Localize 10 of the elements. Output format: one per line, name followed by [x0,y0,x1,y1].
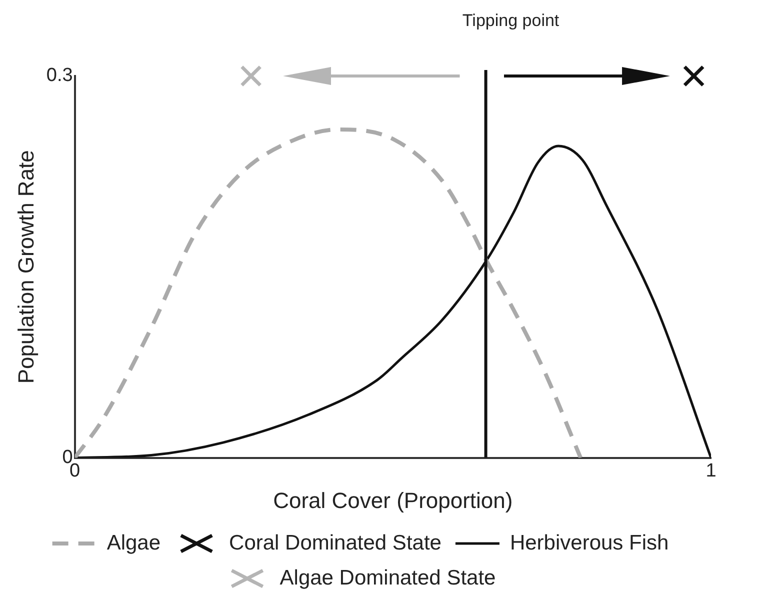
legend-label: Algae Dominated State [280,566,496,590]
x-tick-label: 1 [706,460,716,482]
legend-label: Herbiverous Fish [510,531,669,554]
y-axis-title: Population Growth Rate [13,150,38,384]
x-axis-title: Coral Cover (Proportion) [273,488,513,513]
ref-line-label: Tipping point [462,11,560,30]
legend-label: Algae [106,531,161,554]
legend-label: Coral Dominated State [229,531,442,554]
y-tick-label: 0.3 [46,65,73,86]
line-series [74,127,583,458]
